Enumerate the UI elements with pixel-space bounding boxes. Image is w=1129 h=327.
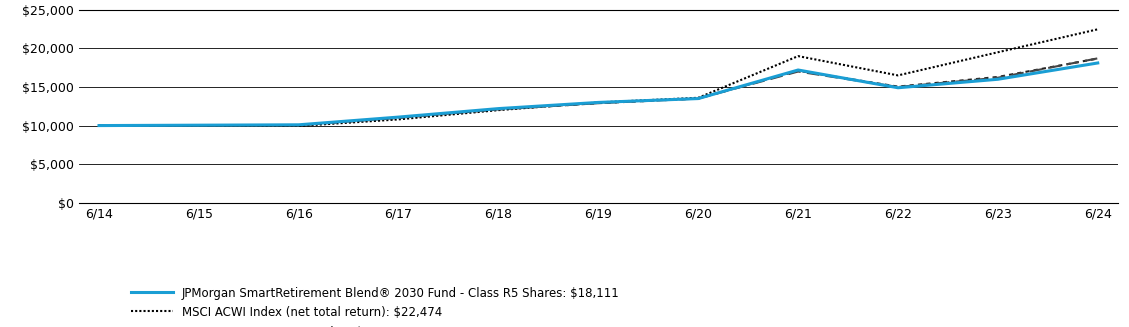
- Legend: JPMorgan SmartRetirement Blend® 2030 Fund - Class R5 Shares: $18,111, MSCI ACWI : JPMorgan SmartRetirement Blend® 2030 Fun…: [126, 282, 624, 327]
